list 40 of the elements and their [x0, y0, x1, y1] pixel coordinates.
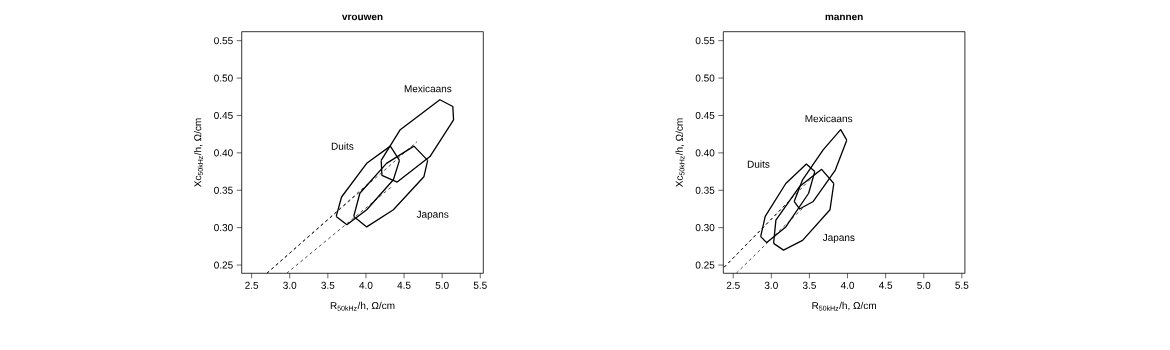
x-tick-label: 4.5: [878, 281, 893, 289]
y-tick-label: 0.40: [695, 149, 715, 157]
y-axis-title: Xc$_{50kHz}$/h, Ω/cm: [193, 118, 203, 188]
y-tick-label: 0.50: [695, 74, 715, 82]
y-axis-title: Xc$_{50kHz}$/h, Ω/cm: [675, 118, 685, 188]
y-tick-label: 0.55: [695, 37, 715, 45]
x-tick-label: 5.0: [435, 281, 449, 289]
chart-title: vrouwen: [341, 14, 383, 21]
annotation: Duits: [747, 160, 770, 168]
x-axis-title: R$_{50kHz}$/h, Ω/cm: [812, 301, 876, 311]
x-tick-label: 4.0: [359, 281, 373, 289]
annotation: Duits: [331, 142, 354, 150]
chart-title: mannen: [825, 14, 863, 21]
y-tick-label: 0.55: [214, 37, 233, 45]
y-tick-label: 0.40: [214, 149, 233, 157]
x-tick-label: 5.5: [473, 281, 487, 289]
x-tick-label: 2.5: [726, 281, 740, 289]
y-tick-label: 0.25: [695, 261, 715, 269]
annotation: Mexicaans: [805, 114, 853, 123]
y-tick-label: 0.35: [214, 186, 233, 194]
y-tick-label: 0.45: [695, 111, 715, 119]
y-tick-label: 0.45: [214, 111, 233, 119]
y-tick-label: 0.35: [695, 186, 715, 194]
x-tick-label: 3.5: [802, 281, 816, 289]
y-tick-label: 0.25: [214, 261, 233, 269]
x-tick-label: 3.0: [764, 281, 778, 289]
x-tick-label: 2.5: [245, 281, 259, 289]
x-tick-label: 5.5: [955, 281, 969, 289]
x-tick-label: 3.0: [283, 281, 297, 289]
x-tick-label: 4.0: [840, 281, 855, 289]
y-tick-label: 0.30: [214, 224, 233, 232]
annotation: Mexicaans: [404, 84, 452, 93]
annotation: Japans: [822, 234, 855, 243]
x-axis-title: R$_{50kHz}$/h, Ω/cm: [330, 301, 395, 311]
y-tick-label: 0.50: [214, 74, 233, 82]
x-tick-label: 3.5: [321, 281, 335, 289]
x-tick-label: 5.0: [917, 281, 931, 289]
y-tick-label: 0.30: [695, 224, 715, 232]
x-tick-label: 4.5: [397, 281, 411, 289]
annotation: Japans: [416, 210, 449, 220]
